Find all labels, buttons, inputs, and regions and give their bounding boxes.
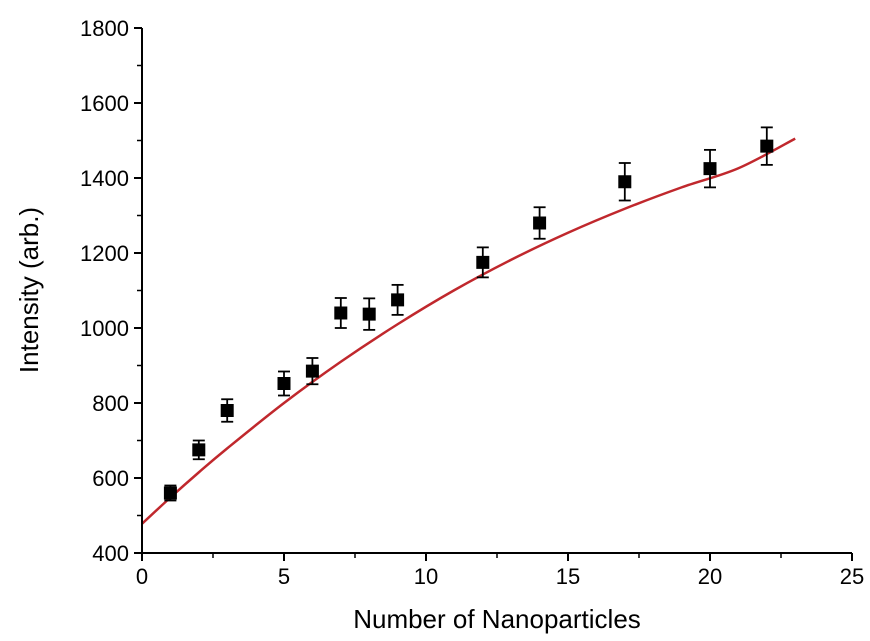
ticks <box>134 27 853 561</box>
x-tick-label: 15 <box>556 564 580 589</box>
y-tick-label: 600 <box>92 466 129 491</box>
x-tick-label: 0 <box>136 564 148 589</box>
data-point <box>618 162 632 202</box>
square-marker <box>192 443 206 457</box>
x-tick-label: 25 <box>840 564 864 589</box>
y-tick-label: 400 <box>92 541 129 566</box>
fit-line <box>141 137 796 525</box>
data-point <box>760 126 774 166</box>
square-marker <box>220 404 234 417</box>
x-axis-title: Number of Nanoparticles <box>353 604 641 634</box>
data-point <box>305 357 319 386</box>
data-point <box>703 148 717 189</box>
y-tick-label: 800 <box>92 391 129 416</box>
tick-labels: 0 5 10 15 20 25 400 600 800 1000 1200 1400 1600 1800 <box>80 16 864 589</box>
y-axis-title: Intensity (arb.) <box>14 207 44 373</box>
square-marker <box>391 293 405 307</box>
data-point <box>391 283 405 316</box>
y-tick-label: 1800 <box>80 16 129 41</box>
square-marker <box>533 216 547 230</box>
data-point <box>192 439 206 461</box>
data-point <box>163 484 177 502</box>
data-point <box>476 246 490 279</box>
square-marker <box>760 139 774 153</box>
square-marker <box>618 175 632 189</box>
square-marker <box>305 364 319 378</box>
data-point <box>334 297 348 329</box>
data-point <box>362 297 376 331</box>
x-tick-label: 5 <box>278 564 290 589</box>
square-marker <box>163 486 177 500</box>
x-tick-label: 10 <box>414 564 438 589</box>
square-marker <box>277 377 291 390</box>
y-tick-label: 1200 <box>80 241 129 266</box>
x-tick-label: 20 <box>698 564 722 589</box>
square-marker <box>362 307 376 321</box>
data-points-layer <box>163 126 774 502</box>
y-tick-label: 1400 <box>80 166 129 191</box>
data-point <box>220 398 234 423</box>
y-tick-label: 1600 <box>80 91 129 116</box>
data-point <box>533 206 547 240</box>
square-marker <box>476 255 490 269</box>
fit-line-layer <box>141 137 796 525</box>
axes <box>141 28 852 554</box>
data-point <box>277 370 291 397</box>
y-tick-label: 1000 <box>80 316 129 341</box>
square-marker <box>703 162 717 176</box>
square-marker <box>334 306 348 320</box>
